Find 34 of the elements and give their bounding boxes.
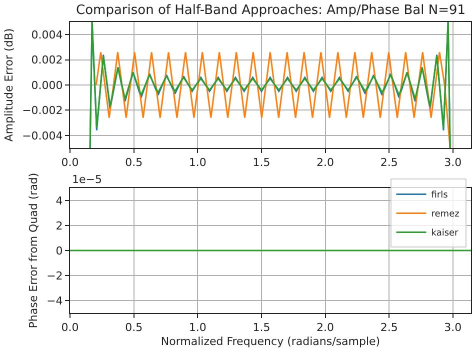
x-tick-label: 0.5 [125,321,143,334]
x-tick-label: 1.5 [252,321,270,334]
y-axis-title: Amplitude Error (dB) [2,28,16,142]
line-series [89,22,451,148]
x-tick-label: 2.5 [380,156,398,170]
y-tick-label: 0.000 [31,78,63,92]
y-tick-label: 0 [56,244,63,258]
y-tick-label: −2 [46,269,63,282]
x-tick-label: 1.5 [252,156,270,170]
y-tick-label: 0.004 [31,28,63,42]
y-tick-label: −4 [46,294,63,308]
x-tick-label: 2.0 [316,321,334,334]
x-tick-label: 2.0 [316,156,334,170]
x-axis-title: Normalized Frequency (radians/sample) [160,335,380,348]
x-tick-label: 0.0 [61,321,79,334]
legend-label: kaiser [431,228,459,239]
x-tick-label: 3.0 [444,321,462,334]
y-tick-label: 2 [56,219,63,232]
y-tick-label: −0.004 [22,129,63,142]
y-axis-title: Phase Error from Quad (rad) [27,172,40,328]
x-tick-label: 2.5 [380,321,398,334]
y-tick-label: 0.002 [31,54,63,67]
chart-title: Comparison of Half-Band Approaches: Amp/Phase Bal N=91 [76,3,466,18]
x-tick-label: 1.0 [188,156,206,170]
text: 1e−5 [72,173,102,186]
legend-label: firls [431,190,448,201]
y-tick-label: −0.002 [22,104,63,118]
legend-label: remez [431,210,460,220]
x-tick-label: 0.5 [125,156,143,170]
line-series [95,51,451,148]
x-tick-label: 3.0 [444,156,462,170]
x-tick-label: 1.0 [188,321,206,334]
x-tick-label: 0.0 [61,156,79,170]
y-tick-label: 4 [56,194,63,208]
